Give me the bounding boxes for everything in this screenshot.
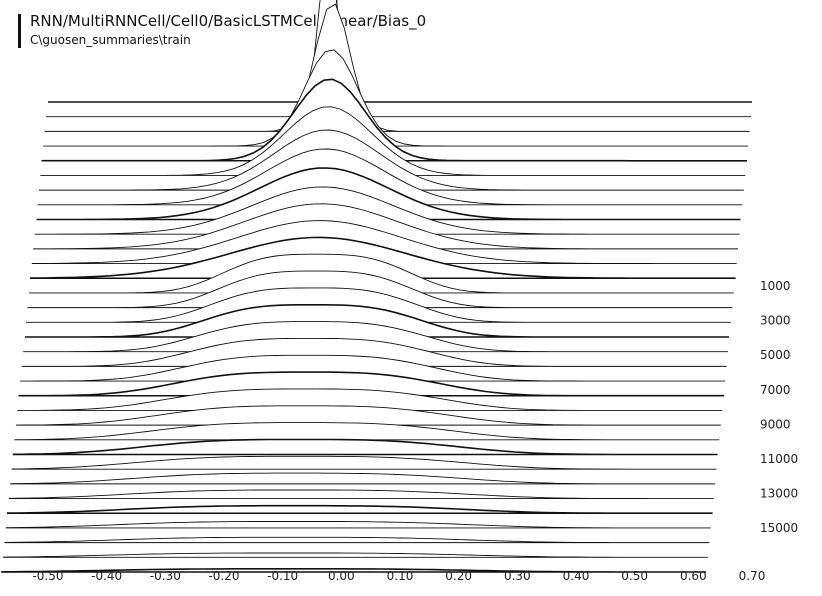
histogram-ridge-step-4000 xyxy=(36,167,741,221)
x-tick-label: 0.40 xyxy=(563,569,590,583)
histogram-ridge-step-3500 xyxy=(37,148,743,206)
x-tick-label: 0.70 xyxy=(739,569,766,583)
step-tick-label: 15000 xyxy=(760,521,798,535)
x-tick-label: 0.30 xyxy=(504,569,531,583)
x-tick-label: 0.60 xyxy=(680,569,707,583)
step-tick-label: 1000 xyxy=(760,279,791,293)
histogram-ridge-step-14000 xyxy=(7,504,713,515)
histogram-ridge-step-5000 xyxy=(33,203,739,250)
x-tick-label: -0.40 xyxy=(91,569,122,583)
histogram-ridge-step-9500 xyxy=(20,354,726,382)
histogram-ridge-step-7500 xyxy=(25,287,731,323)
step-tick-label: 13000 xyxy=(760,487,798,501)
x-tick-label: -0.30 xyxy=(150,569,181,583)
histogram-ridge-step-6000 xyxy=(30,236,736,280)
histogram-ridge-step-15000 xyxy=(4,536,710,544)
run-path: C\guosen_summaries\train xyxy=(30,33,191,47)
histogram-ridge-step-12000 xyxy=(12,438,718,456)
ridge-series-group xyxy=(1,0,752,573)
histogram-ridge-step-14500 xyxy=(5,521,711,529)
x-tick-label: 0.20 xyxy=(445,569,472,583)
histogram-ridge-step-13000 xyxy=(10,472,716,485)
histogram-ridge-step-8500 xyxy=(23,321,729,353)
histogram-ridge-step-9000 xyxy=(21,337,727,367)
histogram-ridge-step-11500 xyxy=(14,422,720,441)
step-tick-label: 11000 xyxy=(760,452,798,466)
x-tick-label: 0.00 xyxy=(328,569,355,583)
title-accent-bar xyxy=(18,14,21,48)
histogram-ridge-step-10500 xyxy=(17,388,723,411)
x-tick-label: 0.50 xyxy=(621,569,648,583)
histogram-ridge-step-0 xyxy=(48,0,752,103)
histogram-ridge-step-13500 xyxy=(8,489,714,500)
histogram-ridge-step-11000 xyxy=(15,405,721,426)
x-tick-label: 0.10 xyxy=(387,569,414,583)
step-tick-label: 5000 xyxy=(760,348,791,362)
histogram-ridge-step-8000 xyxy=(25,304,729,338)
histogram-ridge-step-500 xyxy=(46,0,752,118)
histogram-ridge-step-4500 xyxy=(34,186,740,235)
histogram-ridge-step-2500 xyxy=(40,106,746,176)
step-tick-label: 7000 xyxy=(760,383,791,397)
step-tick-label: 9000 xyxy=(760,417,791,431)
x-axis-ticks: -0.50 -0.40 -0.30 -0.20 -0.10 0.00 0.10 0.20 0.3… xyxy=(32,569,765,583)
histogram-ridge-step-1000 xyxy=(44,3,750,132)
histogram-ridge-step-2000 xyxy=(41,78,748,162)
histogram-ridge-step-12500 xyxy=(11,455,717,470)
histogram-ridge-step-15500 xyxy=(2,552,708,558)
histogram-ridge-step-10000 xyxy=(18,371,725,397)
step-tick-label: 3000 xyxy=(760,314,791,328)
x-tick-label: -0.20 xyxy=(208,569,239,583)
x-tick-label: -0.50 xyxy=(32,569,63,583)
histogram-ridge-step-16000 xyxy=(1,568,706,573)
step-axis-ticks: 1000 3000 5000 7000 9000 11000 13000 15000 xyxy=(760,279,798,535)
x-tick-label: -0.10 xyxy=(267,569,298,583)
histogram-ridge-step-5500 xyxy=(31,220,737,265)
histogram-ridge-step-1500 xyxy=(43,49,749,147)
histogram-ridge-step-7000 xyxy=(27,270,733,309)
histogram-ridge-step-6500 xyxy=(28,253,734,294)
